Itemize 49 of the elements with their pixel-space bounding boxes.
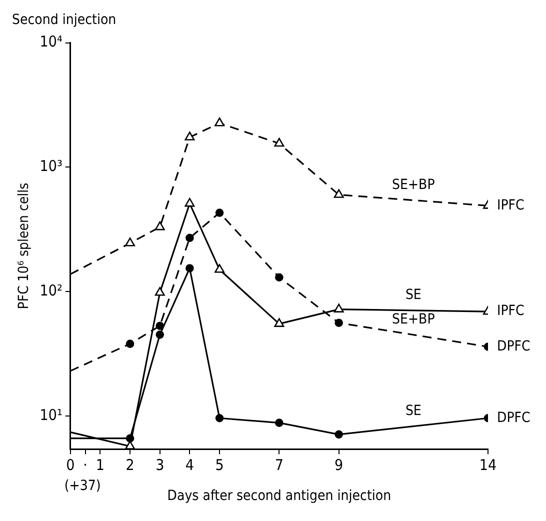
point <box>186 234 194 242</box>
point <box>184 132 195 140</box>
text: IPFC <box>497 303 525 320</box>
chart-title: Second injection <box>12 12 116 28</box>
point <box>214 117 225 126</box>
point <box>275 273 284 282</box>
point <box>274 138 284 147</box>
point <box>334 430 343 439</box>
point <box>154 286 165 296</box>
annotation: SE+BP <box>392 176 436 193</box>
y-tick-label: 10² <box>40 281 62 300</box>
point <box>214 264 225 273</box>
y-tick-label: 10¹ <box>40 406 62 424</box>
y-axis-title: PFC 10⁶ spleen cells <box>16 182 32 310</box>
point <box>186 264 194 272</box>
point <box>125 237 136 246</box>
point <box>334 304 344 312</box>
x-tick-label: 3 <box>156 456 164 474</box>
point <box>215 208 224 217</box>
x-tick-label: 7 <box>274 456 284 474</box>
y-tick-label: 10³ <box>40 157 62 176</box>
text: IPFC <box>497 197 525 214</box>
x-tick-label: 0 <box>66 456 75 474</box>
x-axis-title: Days after second antigen injection <box>167 488 392 504</box>
x-tick-label: 5 <box>215 456 224 474</box>
point <box>126 340 134 348</box>
point <box>274 318 284 327</box>
text: (+37) <box>64 478 101 494</box>
point <box>334 189 344 198</box>
point <box>334 318 343 328</box>
point <box>125 440 136 450</box>
text: DPFC <box>497 338 531 354</box>
annotation: SE <box>405 287 422 304</box>
point <box>184 198 195 207</box>
x-tick-label: 14 <box>479 456 497 474</box>
text: DPFC <box>497 410 531 426</box>
point <box>156 322 164 330</box>
x-tick-label: 1 <box>96 456 104 474</box>
point <box>156 330 164 339</box>
point <box>215 414 224 422</box>
point <box>275 418 284 427</box>
x-tick-label: 2 <box>126 456 134 474</box>
x-tick-label: 9 <box>334 456 344 474</box>
x-tick-label: · <box>83 456 88 474</box>
y-tick-label: 10⁴ <box>40 32 62 51</box>
annotation: SE <box>405 402 422 419</box>
annotation: SE+BP <box>392 311 436 328</box>
x-tick-label: 4 <box>185 456 194 474</box>
point <box>154 221 165 230</box>
